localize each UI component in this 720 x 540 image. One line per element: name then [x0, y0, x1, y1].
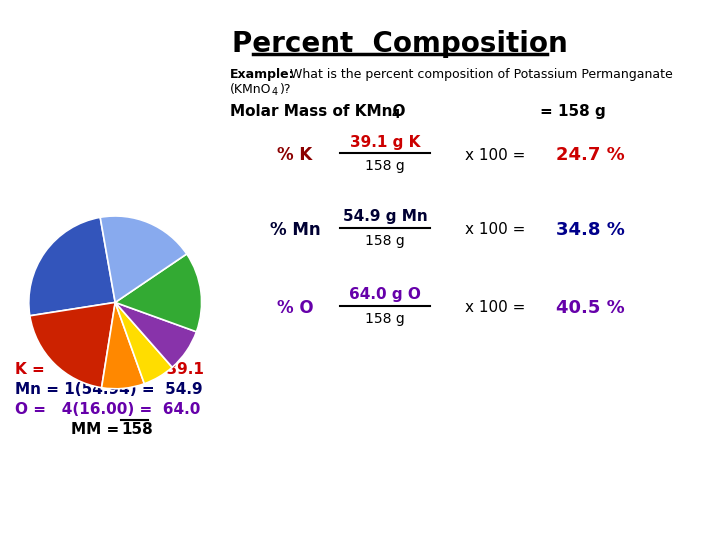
Text: Mn = 1(54.94) =  54.9: Mn = 1(54.94) = 54.9 [15, 382, 202, 397]
Wedge shape [30, 302, 115, 388]
Text: 24.7 %: 24.7 % [556, 146, 624, 164]
Text: )?: )? [280, 83, 292, 96]
Wedge shape [115, 302, 197, 367]
Text: x 100 =: x 100 = [465, 147, 525, 163]
Wedge shape [102, 302, 144, 389]
Text: 40.5 %: 40.5 % [556, 299, 624, 317]
Text: 34.8 %: 34.8 % [556, 221, 624, 239]
Text: 158 g: 158 g [365, 312, 405, 326]
Wedge shape [115, 302, 172, 384]
Text: % K: % K [277, 146, 312, 164]
Text: 158: 158 [121, 422, 153, 437]
Text: 158 g: 158 g [365, 234, 405, 248]
Text: x 100 =: x 100 = [465, 300, 525, 315]
Text: K =    1(39.10) =  39.1: K = 1(39.10) = 39.1 [15, 362, 204, 377]
Text: % O: % O [276, 299, 313, 317]
Text: O =   4(16.00) =  64.0: O = 4(16.00) = 64.0 [15, 402, 200, 417]
Text: Percent  Composition: Percent Composition [232, 30, 568, 58]
Text: % Mn: % Mn [270, 221, 320, 239]
Text: Example:: Example: [230, 68, 294, 81]
Text: 54.9 g Mn: 54.9 g Mn [343, 210, 428, 225]
Text: What is the percent composition of Potassium Permanganate: What is the percent composition of Potas… [290, 68, 672, 81]
Text: (KMnO: (KMnO [230, 83, 271, 96]
Text: 158 g: 158 g [365, 159, 405, 173]
Text: 4: 4 [272, 87, 278, 97]
Text: x 100 =: x 100 = [465, 222, 525, 238]
Text: 39.1 g K: 39.1 g K [350, 134, 420, 150]
Text: = 158 g: = 158 g [540, 104, 606, 119]
Wedge shape [100, 216, 186, 302]
Wedge shape [115, 254, 202, 332]
Text: 4: 4 [391, 108, 400, 121]
Text: 64.0 g O: 64.0 g O [349, 287, 421, 302]
Text: Molar Mass of KMnO: Molar Mass of KMnO [230, 104, 405, 119]
Text: MM =: MM = [71, 422, 120, 437]
Wedge shape [29, 217, 115, 316]
